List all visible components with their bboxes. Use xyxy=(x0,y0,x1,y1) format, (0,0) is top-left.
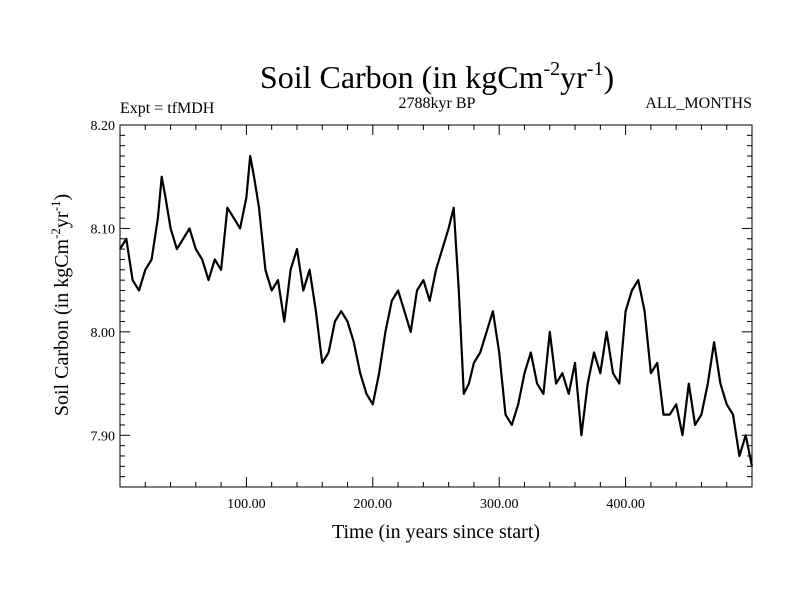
series-line xyxy=(119,154,754,467)
y-axis-label: Soil Carbon (in kgCm-2yr-1) xyxy=(48,194,73,416)
y-tick-label: 7.90 xyxy=(91,429,116,444)
y-tick-label: 8.00 xyxy=(91,326,116,341)
period-label: 2788kyr BP xyxy=(399,95,476,112)
x-tick-label: 200.00 xyxy=(354,497,393,512)
y-axis-ticks xyxy=(120,134,752,478)
y-tick-label: 8.10 xyxy=(91,222,116,237)
x-tick-label: 100.00 xyxy=(227,497,266,512)
y-tick-label: 8.20 xyxy=(91,119,116,134)
experiment-label: Expt = tfMDH xyxy=(120,100,215,117)
x-axis-label: Time (in years since start) xyxy=(332,521,540,543)
months-label: ALL_MONTHS xyxy=(645,95,752,112)
chart-title: Soil Carbon (in kgCm-2yr-1) xyxy=(260,58,614,95)
series-group xyxy=(119,154,754,467)
x-axis-tick-labels: 100.00 200.00 300.00 400.00 xyxy=(227,497,645,512)
x-tick-label: 400.00 xyxy=(606,497,645,512)
plot-frame xyxy=(119,124,753,488)
x-tick-label: 300.00 xyxy=(480,497,519,512)
y-axis-tick-labels: 7.90 8.00 8.10 8.20 xyxy=(91,119,116,444)
x-axis-ticks xyxy=(144,125,728,487)
